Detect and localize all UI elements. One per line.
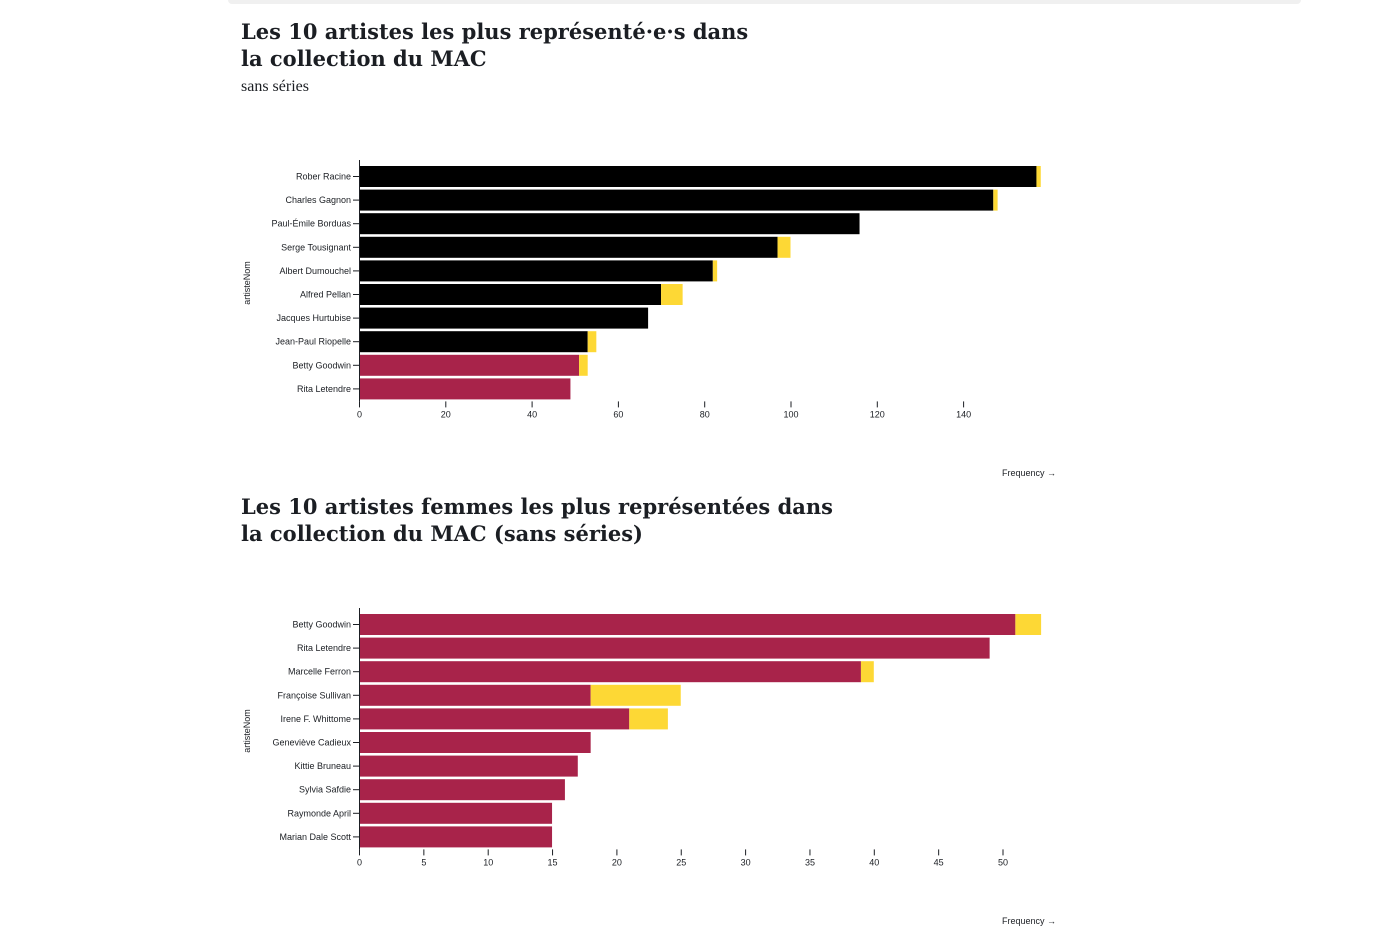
chart-1-bar-rober-racine-yellow xyxy=(1036,166,1041,187)
chart-2-title: Les 10 artistes femmes les plus représen… xyxy=(241,494,833,546)
chart-1-bar-betty-goodwin-main xyxy=(359,354,580,376)
chart-1-y-axis-label: artisteNom xyxy=(242,261,252,305)
chart-1-bar-chart: artisteNom Rober Racine Charles Gagnon Paul… xyxy=(242,160,1056,478)
chart-2-x-tick-label-25: 25 xyxy=(676,857,686,867)
chart-1-bar-serge-tousignant-yellow xyxy=(777,236,791,258)
chart-1-bar-serge-tousignant-main xyxy=(359,236,778,258)
chart-2-y-tick-label-raymonde-april: Raymonde April xyxy=(287,808,351,818)
chart-2-x-tick-label-50: 50 xyxy=(998,857,1008,867)
chart-2-x-tick-label-15: 15 xyxy=(548,857,558,867)
chart-2-bar-francoise-sullivan-main xyxy=(359,684,591,706)
chart-2-bar-rita-letendre-main xyxy=(359,637,990,659)
chart-2-x-tick-label-35: 35 xyxy=(805,857,815,867)
chart-1-y-tick-label-serge-tousignant: Serge Tousignant xyxy=(281,242,351,252)
chart-2-x-tick-label-0: 0 xyxy=(357,857,362,867)
chart-1-x-tick-label-100: 100 xyxy=(783,409,798,419)
chart-1-y-tick-label-rober-racine: Rober Racine xyxy=(296,172,351,182)
chart-1-bar-rita-letendre-main xyxy=(359,378,571,400)
chart-1-y-tick-label-albert-dumouchel: Albert Dumouchel xyxy=(279,266,351,276)
chart-2-y-tick-label-genevieve-cadieux: Geneviève Cadieux xyxy=(272,738,351,748)
chart-2-y-tick-label-betty-goodwin: Betty Goodwin xyxy=(292,620,351,630)
chart-1-x-tick-label-140: 140 xyxy=(956,409,971,419)
chart-2-bar-sylvia-safdie-main xyxy=(359,779,565,801)
chart-2-bar-francoise-sullivan-yellow xyxy=(590,684,681,706)
chart-2-bar-irene-f-whittome-main xyxy=(359,708,630,730)
chart-1-bar-albert-dumouchel-main xyxy=(359,260,713,282)
chart-1-y-tick-label-alfred-pellan: Alfred Pellan xyxy=(300,290,351,300)
chart-2-x-tick-label-45: 45 xyxy=(934,857,944,867)
chart-1-bar-paul-emile-borduas-main xyxy=(359,213,860,235)
chart-1-subtitle: sans séries xyxy=(241,78,309,95)
chart-1-y-tick-label-paul-emile-borduas: Paul-Émile Borduas xyxy=(271,219,351,229)
chart-2-bar-marcelle-ferron-main xyxy=(359,661,861,683)
chart-1-y-tick-label-jean-paul-riopelle: Jean-Paul Riopelle xyxy=(275,337,351,347)
chart-1-bar-charles-gagnon-yellow xyxy=(993,189,998,211)
chart-1-bar-jacques-hurtubise-main xyxy=(359,307,649,329)
chart-2-bar-marcelle-ferron-yellow xyxy=(860,661,874,683)
chart-1-x-tick-label-40: 40 xyxy=(527,409,537,419)
chart-2-y-tick-label-irene-f-whittome: Irene F. Whittome xyxy=(280,714,351,724)
chart-1-bar-jean-paul-riopelle-main xyxy=(359,331,588,353)
chart-1-y-tick-label-jacques-hurtubise: Jacques Hurtubise xyxy=(276,313,351,323)
chart-1-bar-betty-goodwin-yellow xyxy=(579,354,588,376)
chart-2-x-tick-label-30: 30 xyxy=(741,857,751,867)
chart-1-x-tick-label-80: 80 xyxy=(700,409,710,419)
chart-1-y-tick-label-betty-goodwin: Betty Goodwin xyxy=(292,360,351,370)
chart-2-y-tick-label-kittie-bruneau: Kittie Bruneau xyxy=(294,761,351,771)
chart-1-bar-jean-paul-riopelle-yellow xyxy=(587,331,597,353)
chart-1-bar-albert-dumouchel-yellow xyxy=(712,260,718,282)
chart-2-x-tick-label-40: 40 xyxy=(869,857,879,867)
chart-1-bar-rober-racine-main xyxy=(359,166,1037,187)
chart-2-bar-raymonde-april-main xyxy=(359,802,553,824)
chart-2-bar-irene-f-whittome-yellow xyxy=(629,708,668,730)
chart-2-x-tick-label-20: 20 xyxy=(612,857,622,867)
chart-1-bar-alfred-pellan-yellow xyxy=(661,284,683,305)
chart-2-bar-marian-dale-scott-main xyxy=(359,826,553,848)
top-bar xyxy=(228,0,1301,4)
chart-1-bar-charles-gagnon-main xyxy=(359,189,994,211)
chart-2-x-axis-label: Frequency → xyxy=(1002,916,1056,926)
chart-1-y-tick-label-charles-gagnon: Charles Gagnon xyxy=(285,195,351,205)
chart-2-x-tick-label-5: 5 xyxy=(421,857,426,867)
chart-2-bar-genevieve-cadieux-main xyxy=(359,732,591,753)
chart-1-x-tick-label-120: 120 xyxy=(870,409,885,419)
chart-2-y-axis-label: artisteNom xyxy=(242,709,252,753)
chart-1-bar-alfred-pellan-main xyxy=(359,284,662,305)
chart-1-x-tick-label-60: 60 xyxy=(613,409,623,419)
chart-1-x-tick-label-20: 20 xyxy=(441,409,451,419)
chart-2-y-tick-label-francoise-sullivan: Françoise Sullivan xyxy=(277,690,351,700)
chart-2-y-tick-label-marcelle-ferron: Marcelle Ferron xyxy=(288,667,351,677)
chart-2-y-tick-label-sylvia-safdie: Sylvia Safdie xyxy=(299,785,351,795)
chart-1-x-axis-label: Frequency → xyxy=(1002,468,1056,478)
chart-2-y-tick-label-rita-letendre: Rita Letendre xyxy=(297,643,351,653)
chart-1-title: Les 10 artistes les plus représenté·e·s … xyxy=(241,19,749,71)
chart-2-bar-betty-goodwin-main xyxy=(359,614,1016,635)
chart-2-bar-kittie-bruneau-main xyxy=(359,755,578,777)
chart-1-x-tick-label-0: 0 xyxy=(357,409,362,419)
chart-2-bar-betty-goodwin-yellow xyxy=(1015,614,1042,635)
chart-1-y-tick-label-rita-letendre: Rita Letendre xyxy=(297,384,351,394)
chart-2-y-tick-label-marian-dale-scott: Marian Dale Scott xyxy=(279,832,351,842)
chart-2-x-tick-label-10: 10 xyxy=(483,857,493,867)
